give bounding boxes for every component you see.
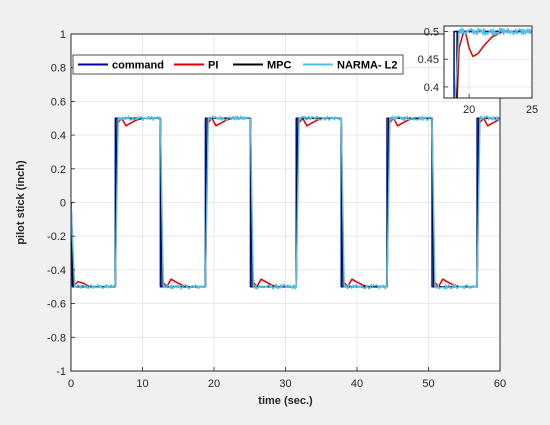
legend: command PI MPC NARMA- L2 xyxy=(72,54,404,75)
legend-label-pi: PI xyxy=(208,60,218,72)
legend-item-pi: PI xyxy=(174,60,218,72)
main-y-tick-label: 0 xyxy=(60,198,66,210)
main-series xyxy=(71,115,500,290)
main-y-tick-label: 1 xyxy=(60,29,66,41)
main-y-tick-label: -0.2 xyxy=(47,231,66,243)
y-axis-label: pilot stick (inch) xyxy=(15,160,27,245)
main-series-narma-l2 xyxy=(71,115,500,290)
inset-y-ticks: 0.4 0.45 0.5 xyxy=(418,27,448,94)
main-y-tick-label: -0.6 xyxy=(47,299,66,311)
main-y-tick-label: -0.8 xyxy=(47,332,66,344)
inset-plot: 20 25 0.40.450.5 xyxy=(418,25,538,116)
inset-axes-box xyxy=(443,25,533,99)
main-y-tick-label: -1 xyxy=(56,366,66,378)
inset-x-tick-label: 20 xyxy=(463,104,475,116)
main-x-tick-label: 50 xyxy=(422,378,434,390)
main-plot: 0 10 20 30 40 50 60 -1-0.8-0.6-0.4-0.200.20.40… xyxy=(15,29,506,407)
main-y-tick-label: 0.8 xyxy=(51,63,66,75)
main-y-tick-label: 0.2 xyxy=(51,164,66,176)
x-axis-label: time (sec.) xyxy=(258,395,313,407)
inset-y-tick-label: 0.45 xyxy=(418,54,439,66)
main-y-tick-label: 0.6 xyxy=(51,96,66,108)
inset-x-tick-label: 25 xyxy=(526,104,538,116)
legend-label-command: command xyxy=(112,60,164,72)
main-x-tick-label: 30 xyxy=(279,378,291,390)
main-x-tick-label: 20 xyxy=(208,378,220,390)
legend-item-narma-l2: NARMA- L2 xyxy=(303,60,398,72)
inset-y-tick-label: 0.5 xyxy=(424,27,439,39)
legend-label-mpc: MPC xyxy=(267,60,292,72)
main-x-tick-label: 10 xyxy=(136,378,148,390)
main-x-tick-label: 40 xyxy=(351,378,363,390)
legend-label-narma-l2: NARMA- L2 xyxy=(337,60,398,72)
inset-series xyxy=(453,27,532,98)
legend-item-command: command xyxy=(78,60,164,72)
main-x-ticks: 0 10 20 30 40 50 60 xyxy=(68,367,506,390)
main-y-tick-label: -0.4 xyxy=(47,265,66,277)
main-y-tick-label: 0.4 xyxy=(51,130,66,142)
main-y-ticks: -1 -0.8 -0.6 -0.4 -0.2 0 0.2 0.4 0.6 0.8 1 xyxy=(47,29,75,378)
inset-series-narma-l2 xyxy=(454,27,532,98)
legend-item-mpc: MPC xyxy=(233,60,292,72)
main-x-tick-label: 60 xyxy=(494,378,506,390)
inset-y-tick-label: 0.4 xyxy=(424,82,439,94)
main-x-tick-label: 0 xyxy=(68,378,74,390)
inset-x-ticks: 20 25 xyxy=(463,94,538,116)
